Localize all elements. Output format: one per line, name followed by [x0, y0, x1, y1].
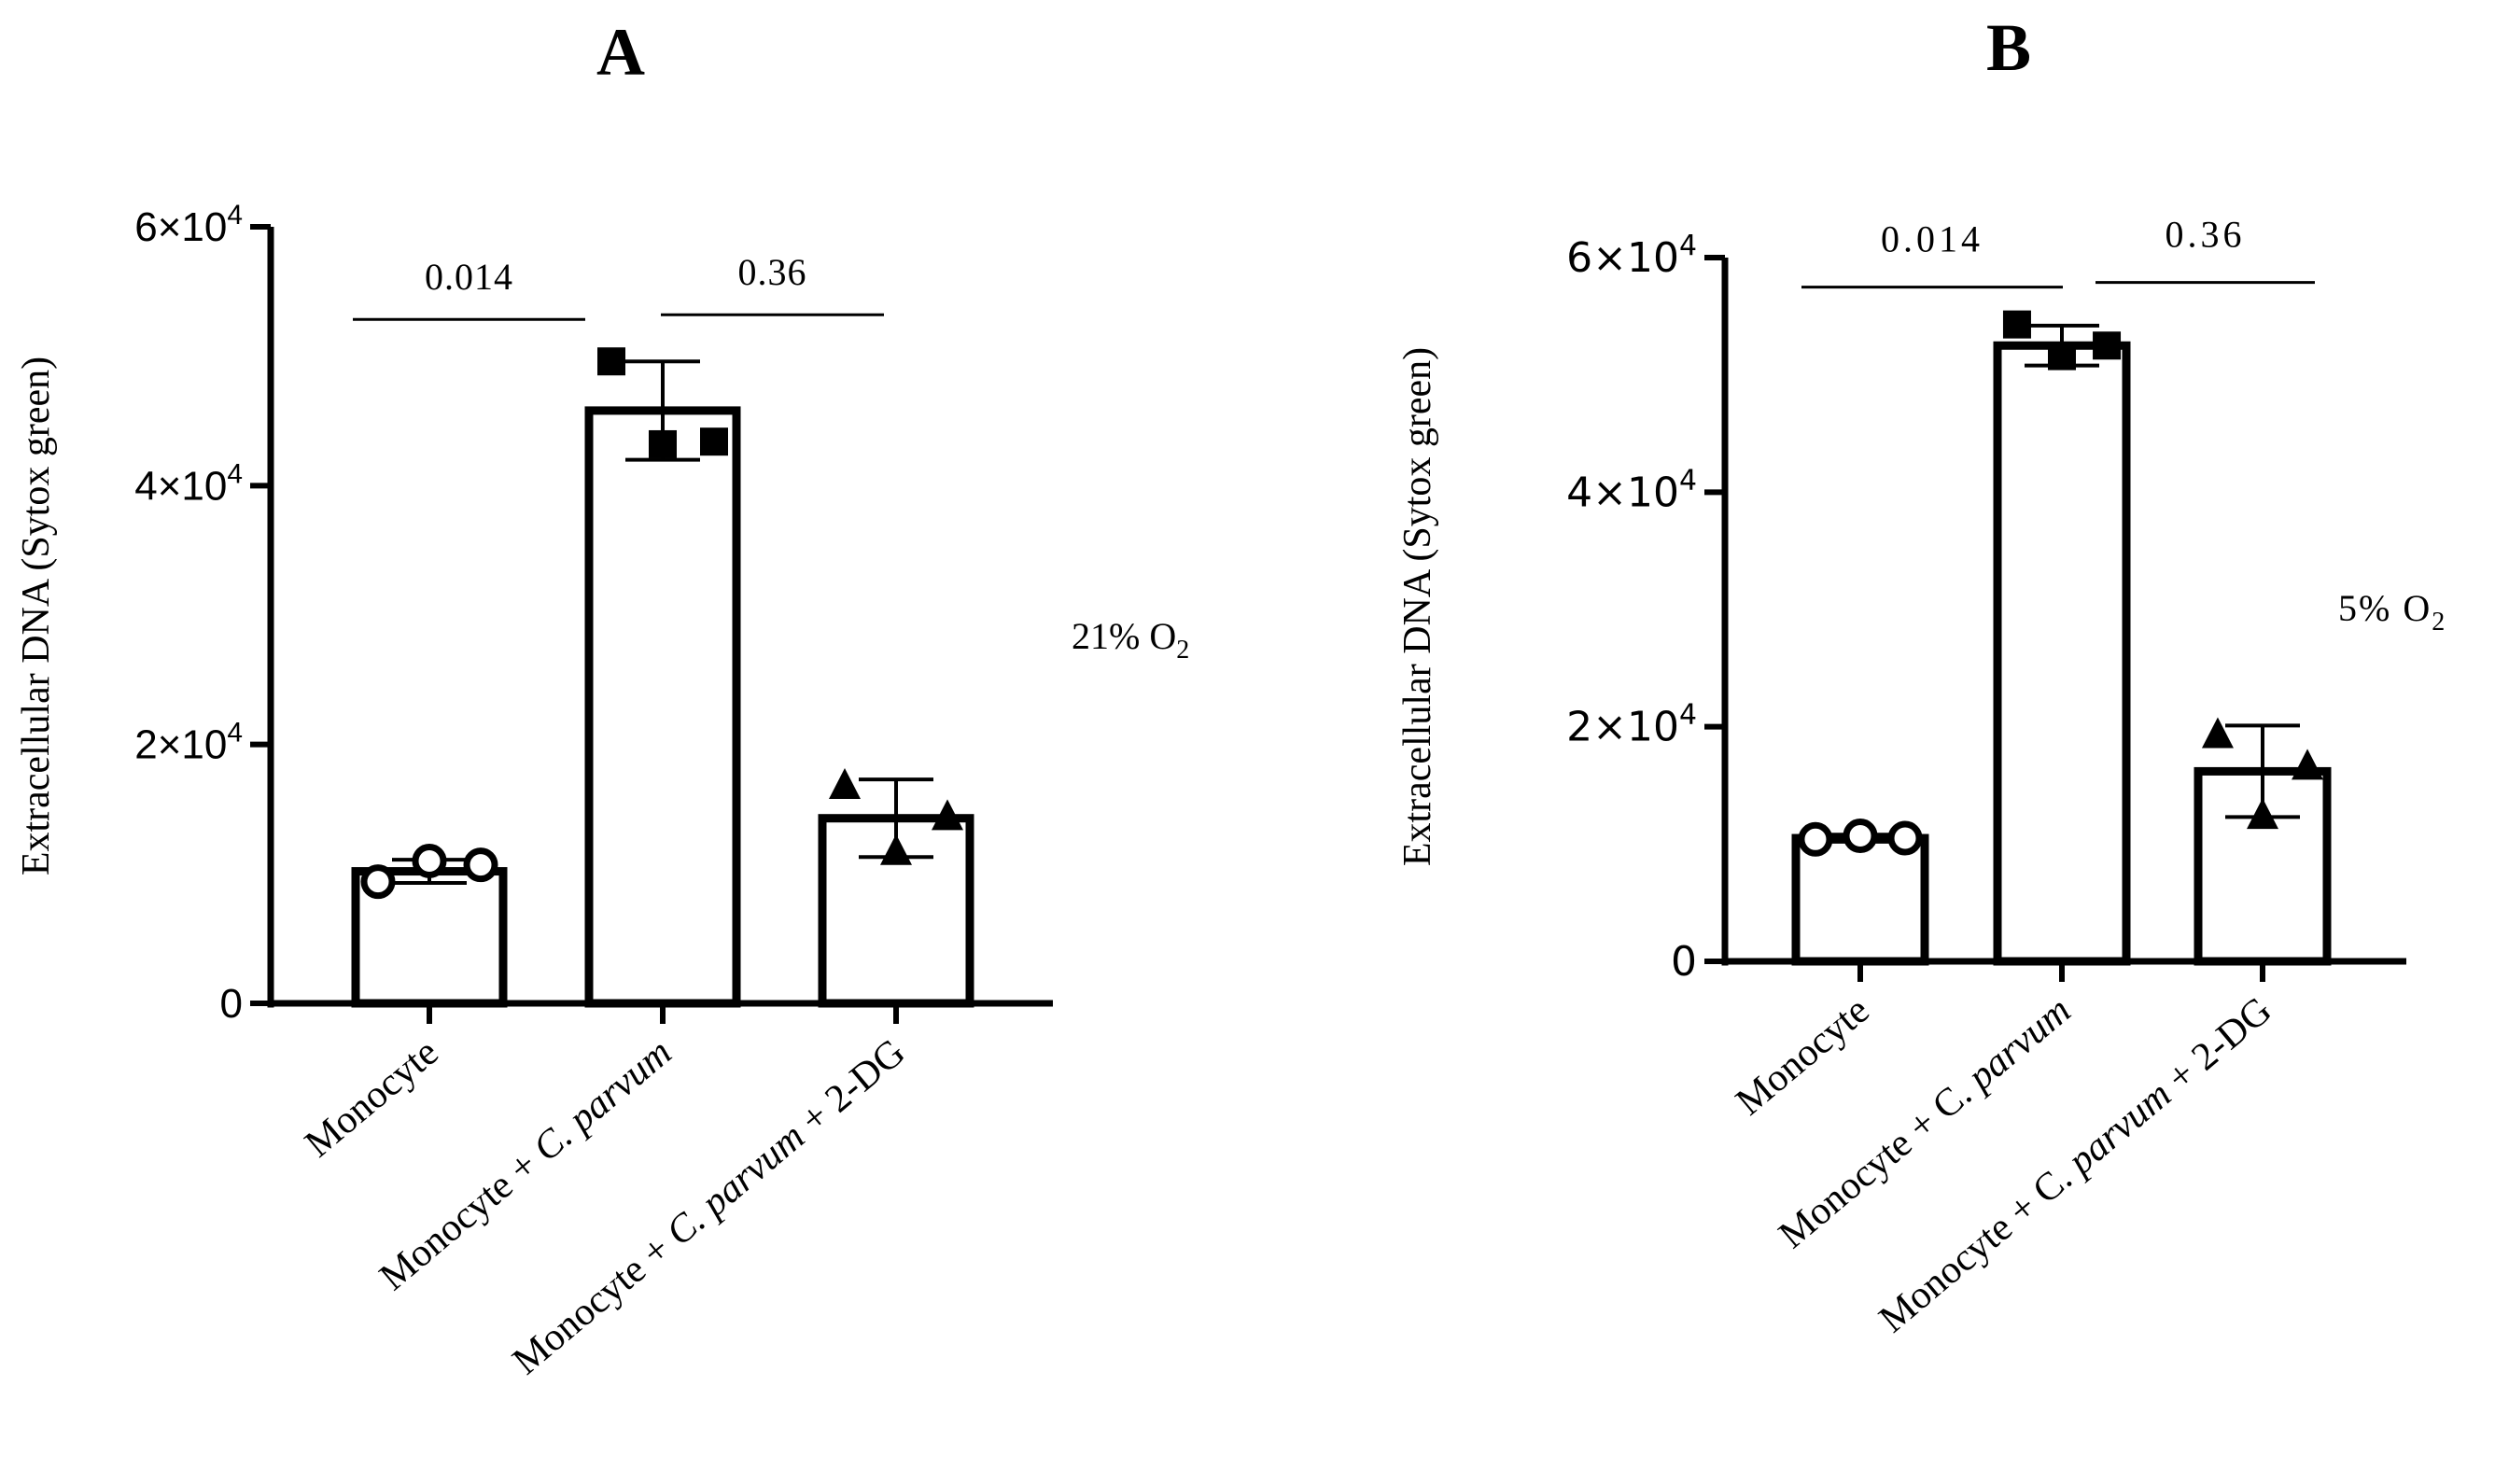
data-point — [1887, 820, 1923, 856]
y-tick-label: 0 — [1671, 938, 1697, 986]
data-point — [2292, 749, 2324, 780]
x-tick-label: Monocyte + C. parvum + 2-DG — [1871, 988, 2280, 1341]
data-point — [597, 347, 625, 376]
data-point — [2247, 798, 2278, 830]
data-point — [649, 429, 677, 458]
y-tick-label: 6×104 — [1566, 230, 1697, 282]
data-point — [829, 768, 861, 800]
data-point — [2093, 331, 2122, 360]
p-value-label: 0.014 — [1881, 218, 1983, 260]
panel-label: B — [1986, 10, 2031, 85]
data-point — [2048, 342, 2076, 371]
data-point — [1798, 821, 1833, 857]
data-point — [412, 843, 447, 878]
data-point — [880, 833, 912, 865]
y-tick-label: 2×104 — [1566, 699, 1697, 751]
data-point — [360, 864, 396, 900]
bar — [1791, 833, 1929, 966]
p-value-label: 0.36 — [2166, 214, 2246, 256]
y-tick-label: 4×104 — [1566, 464, 1697, 516]
x-tick-label: Monocyte — [1728, 988, 1877, 1124]
data-point — [2201, 717, 2234, 749]
p-value-label: 0.36 — [738, 251, 807, 293]
panel-label: A — [596, 15, 645, 90]
bar — [1993, 341, 2131, 966]
y-axis-label: Extracellular DNA (Sytox green) — [15, 357, 58, 875]
condition-label: 21% O2 — [1072, 615, 1189, 665]
y-tick-label: 0 — [220, 981, 243, 1027]
y-tick-label: 6×104 — [134, 200, 243, 250]
y-tick-label: 2×104 — [134, 718, 243, 768]
bar — [584, 406, 741, 1008]
data-point — [2002, 310, 2031, 339]
y-tick-label: 4×104 — [134, 458, 243, 509]
condition-label: 5% O2 — [2338, 587, 2446, 637]
data-point — [932, 799, 963, 831]
data-point — [1843, 819, 1878, 854]
data-point — [463, 847, 498, 883]
panel-b: B Extracellular DNA (Sytox green) 0 2×104 4×… — [1396, 10, 2446, 1341]
panel-a: A Extracellular DNA (Sytox green) 0 2×104 4×… — [15, 15, 1189, 1383]
data-point — [700, 427, 728, 456]
y-axis-label: Extracellular DNA (Sytox green) — [1396, 347, 1439, 866]
p-value-label: 0.014 — [425, 256, 513, 298]
x-tick-label: Monocyte + C. parvum + 2-DG — [505, 1030, 914, 1383]
x-tick-label: Monocyte — [297, 1030, 446, 1166]
